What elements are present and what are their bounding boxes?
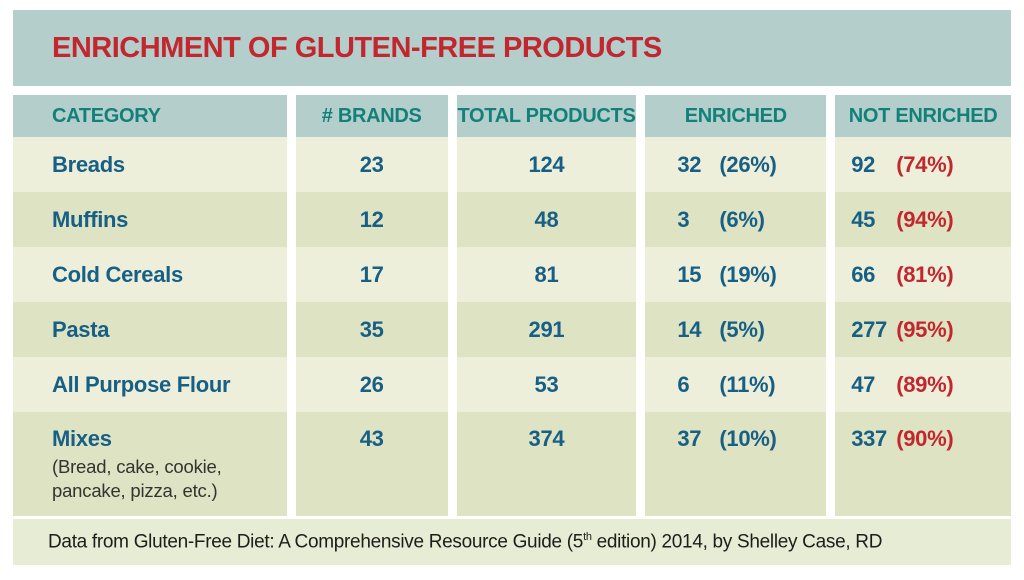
- column-header-category: CATEGORY: [13, 95, 287, 137]
- table-row: Pasta 35 291 14 (5%) 277 (95%): [13, 302, 1011, 357]
- enriched-count: 15: [677, 261, 702, 287]
- brands-value: 17: [295, 247, 448, 302]
- not-enriched-count: 337: [851, 426, 887, 451]
- total-products-value: 53: [456, 357, 637, 412]
- brands-value: 35: [295, 302, 448, 357]
- not-enriched-count: 92: [851, 151, 876, 177]
- category-name: Mixes (Bread, cake, cookie, pancake, piz…: [52, 426, 264, 502]
- category-label: Breads: [13, 137, 287, 192]
- not-enriched-percent: (81%): [896, 261, 954, 287]
- source-text-post: edition) 2014, by Shelley Case, RD: [591, 531, 883, 553]
- source-text-superscript: th: [583, 530, 592, 543]
- not-enriched-count: 277: [851, 316, 887, 342]
- source-text: Data from Gluten-Free Diet: A Comprehens…: [13, 531, 882, 553]
- not-enriched-percent: (94%): [896, 206, 954, 232]
- enriched-percent: (10%): [719, 426, 777, 451]
- table-row: Muffins 12 48 3 (6%) 45 (94%): [13, 192, 1011, 247]
- enriched-percent: (6%): [719, 206, 765, 232]
- not-enriched-count: 66: [851, 261, 876, 287]
- enriched-percent: (19%): [719, 261, 777, 287]
- category-label: Cold Cereals: [13, 247, 287, 302]
- total-products-value: 291: [456, 302, 637, 357]
- enriched-value: 37 (10%): [645, 412, 827, 516]
- not-enriched-percent: (90%): [896, 426, 954, 451]
- source-footer: Data from Gluten-Free Diet: A Comprehens…: [13, 519, 1011, 565]
- table-row: Cold Cereals 17 81 15 (19%) 66 (81%): [13, 247, 1011, 302]
- enriched-percent: (11%): [719, 371, 776, 397]
- enriched-value: 14 (5%): [645, 302, 827, 357]
- enriched-count: 32: [677, 151, 702, 177]
- enriched-count: 3: [677, 206, 690, 232]
- brands-value: 43: [295, 412, 448, 516]
- brands-value: 26: [295, 357, 448, 412]
- category-label: All Purpose Flour: [13, 357, 287, 412]
- table-header-row: CATEGORY # BRANDS TOTAL PRODUCTS ENRICHE…: [13, 95, 1011, 137]
- column-header-brands: # BRANDS: [295, 95, 448, 137]
- enriched-value: 6 (11%): [645, 357, 827, 412]
- not-enriched-percent: (95%): [896, 316, 954, 342]
- not-enriched-value: 47 (89%): [835, 357, 1011, 412]
- enriched-percent: (5%): [719, 316, 765, 342]
- not-enriched-value: 337 (90%): [835, 412, 1011, 516]
- enriched-count: 6: [677, 371, 690, 397]
- column-header-total-products: TOTAL PRODUCTS: [456, 95, 637, 137]
- data-table: CATEGORY # BRANDS TOTAL PRODUCTS ENRICHE…: [13, 95, 1011, 516]
- category-label: Mixes (Bread, cake, cookie, pancake, piz…: [13, 412, 287, 516]
- total-products-value: 48: [456, 192, 637, 247]
- page-title: ENRICHMENT OF GLUTEN-FREE PRODUCTS: [52, 31, 662, 64]
- column-header-not-enriched: NOT ENRICHED: [835, 95, 1011, 137]
- total-products-value: 374: [456, 412, 637, 516]
- enriched-value: 15 (19%): [645, 247, 827, 302]
- table-row: Breads 23 124 32 (26%) 92 (74%): [13, 137, 1011, 192]
- source-text-pre: Data from Gluten-Free Diet: A Comprehens…: [48, 531, 584, 553]
- not-enriched-value: 66 (81%): [835, 247, 1011, 302]
- not-enriched-percent: (89%): [896, 371, 954, 397]
- brands-value: 12: [295, 192, 448, 247]
- category-note: (Bread, cake, cookie, pancake, pizza, et…: [52, 456, 222, 501]
- table-row: Mixes (Bread, cake, cookie, pancake, piz…: [13, 412, 1011, 516]
- enriched-value: 3 (6%): [645, 192, 827, 247]
- title-bar: ENRICHMENT OF GLUTEN-FREE PRODUCTS: [13, 10, 1011, 86]
- enriched-count: 14: [677, 316, 702, 342]
- not-enriched-count: 47: [851, 371, 876, 397]
- not-enriched-percent: (74%): [896, 151, 954, 177]
- not-enriched-value: 45 (94%): [835, 192, 1011, 247]
- enriched-value: 32 (26%): [645, 137, 827, 192]
- category-label: Pasta: [13, 302, 287, 357]
- not-enriched-count: 45: [851, 206, 876, 232]
- enriched-count: 37: [677, 426, 702, 451]
- not-enriched-value: 92 (74%): [835, 137, 1011, 192]
- category-label: Muffins: [13, 192, 287, 247]
- category-text: Mixes: [52, 426, 112, 451]
- total-products-value: 124: [456, 137, 637, 192]
- total-products-value: 81: [456, 247, 637, 302]
- enriched-percent: (26%): [719, 151, 777, 177]
- column-header-enriched: ENRICHED: [645, 95, 827, 137]
- brands-value: 23: [295, 137, 448, 192]
- not-enriched-value: 277 (95%): [835, 302, 1011, 357]
- table-row: All Purpose Flour 26 53 6 (11%) 47 (89%): [13, 357, 1011, 412]
